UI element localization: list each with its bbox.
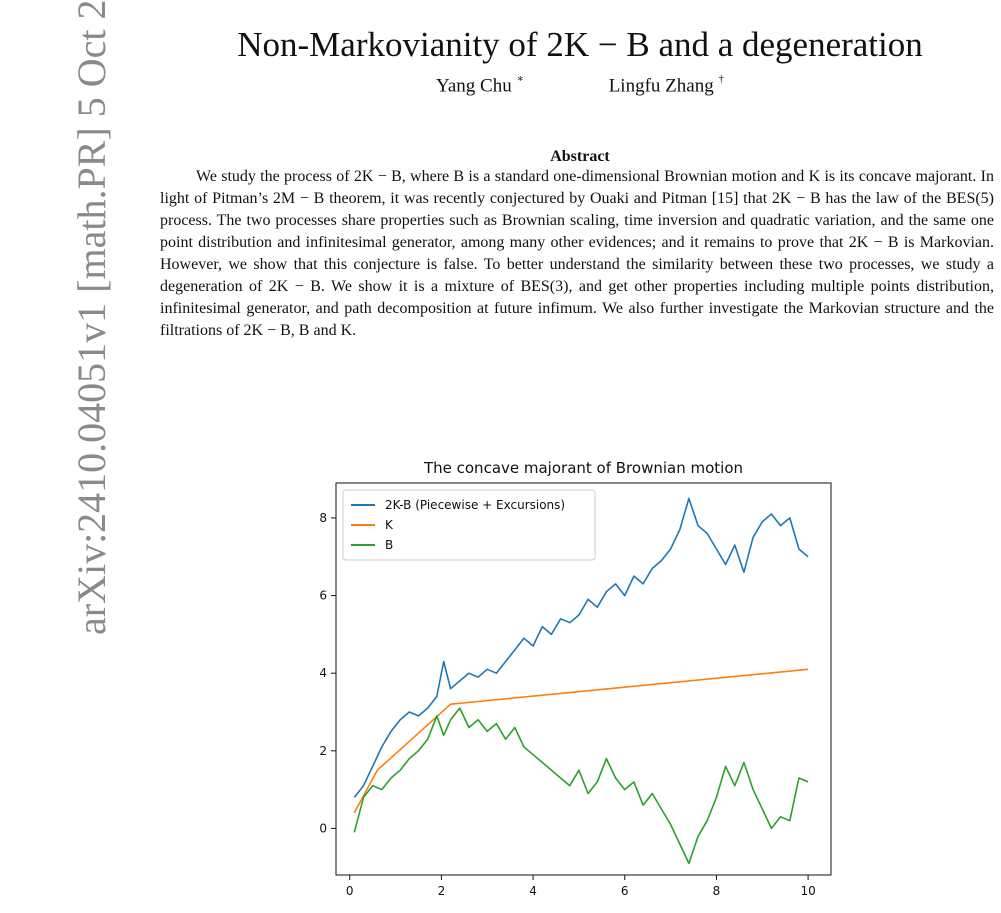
abstract-body: We study the process of 2K − B, where B … [160, 166, 994, 342]
author-1-name: Yang Chu [436, 75, 512, 97]
plot-frame [335, 482, 832, 876]
abstract-heading: Abstract [550, 148, 610, 165]
author-2-footnote-mark: † [718, 73, 724, 85]
y-tick-label-0: 0 [319, 821, 327, 835]
x-tick-label-3: 6 [621, 884, 629, 898]
chart-title: The concave majorant of Brownian motion [423, 459, 743, 477]
y-tick-label-2: 4 [319, 666, 327, 680]
paper-title: Non-Markovianity of 2K − B and a degener… [237, 25, 923, 65]
y-tick-label-1: 2 [319, 744, 327, 758]
x-tick-label-4: 8 [713, 884, 721, 898]
author-1-footnote-mark: ∗ [516, 73, 524, 85]
legend-label-2: B [385, 538, 393, 552]
author-list: Yang Chu ∗ Lingfu Zhang † [160, 73, 1000, 97]
author-1: Yang Chu ∗ [436, 73, 524, 97]
series-line-2 [353, 707, 809, 865]
legend-label-0: 2K-B (Piecewise + Excursions) [385, 498, 565, 512]
x-tick-label-2: 4 [529, 884, 537, 898]
figure-concave-majorant: The concave majorant of Brownian motion 0… [268, 455, 848, 913]
x-tick-label-0: 0 [346, 884, 354, 898]
author-2-name: Lingfu Zhang [608, 75, 714, 97]
y-tick-label-3: 6 [319, 589, 327, 603]
arxiv-identifier-stamp: arXiv:2410.04051v1 [math.PR] 5 Oct 2024 [69, 0, 114, 635]
line-chart: The concave majorant of Brownian motion 0… [319, 459, 832, 898]
legend-label-1: K [385, 518, 394, 532]
author-2: Lingfu Zhang † [608, 73, 724, 97]
legend-box [342, 489, 596, 561]
y-tick-label-4: 8 [319, 511, 327, 525]
series-line-1 [353, 668, 809, 814]
x-tick-label-1: 2 [438, 884, 446, 898]
x-tick-label-5: 10 [800, 884, 815, 898]
series-line-0 [353, 497, 809, 798]
abstract-text: We study the process of 2K − B, where B … [160, 168, 994, 339]
